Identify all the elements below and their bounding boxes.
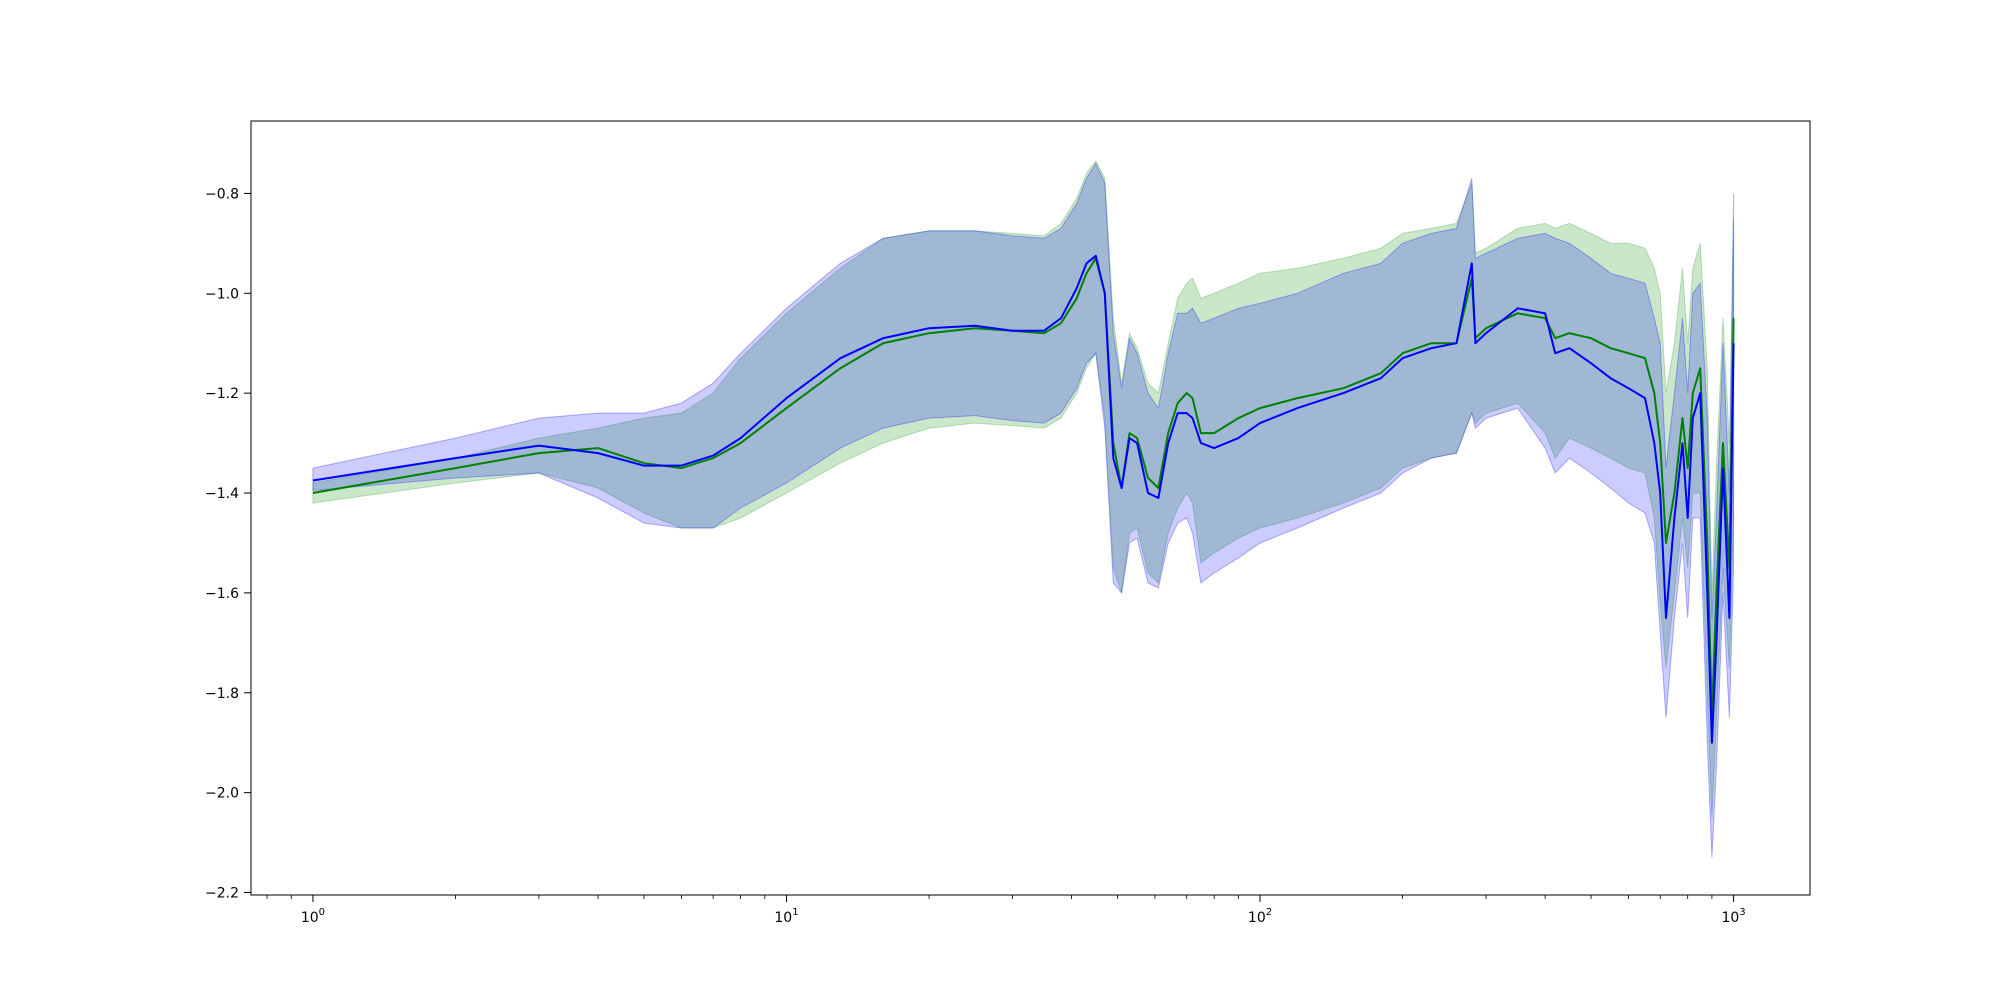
y-tick-label: −1.2 xyxy=(205,386,239,402)
confidence-band-2 xyxy=(312,162,1735,858)
plot-frame xyxy=(250,120,1811,896)
confidence-band-1 xyxy=(312,159,1735,818)
y-tick-label: −1.8 xyxy=(205,686,239,702)
y-tick-label: −2.0 xyxy=(205,786,239,802)
y-tick-label: −1.6 xyxy=(205,586,239,602)
series-line-2 xyxy=(312,254,1735,744)
series-line-1 xyxy=(312,257,1735,719)
x-axis: 100 101 102 103 xyxy=(266,895,1746,926)
y-tick-label: −1.0 xyxy=(205,286,239,302)
confidence-bands xyxy=(312,159,1735,858)
x-tick-label: 102 xyxy=(1248,907,1272,926)
x-tick-label: 101 xyxy=(774,907,798,926)
y-tick-label: −1.4 xyxy=(205,486,239,502)
plot-area-background xyxy=(251,121,1810,895)
series-lines xyxy=(312,254,1735,744)
x-tick-label: 103 xyxy=(1721,907,1745,926)
x-tick-label: 100 xyxy=(301,907,325,926)
y-tick-label: −2.2 xyxy=(205,886,239,902)
y-axis: −0.8 −1.0 −1.2 −1.4 −1.6 −1.8 −2.0 −2.2 xyxy=(205,186,251,902)
y-tick-label: −0.8 xyxy=(205,186,239,202)
